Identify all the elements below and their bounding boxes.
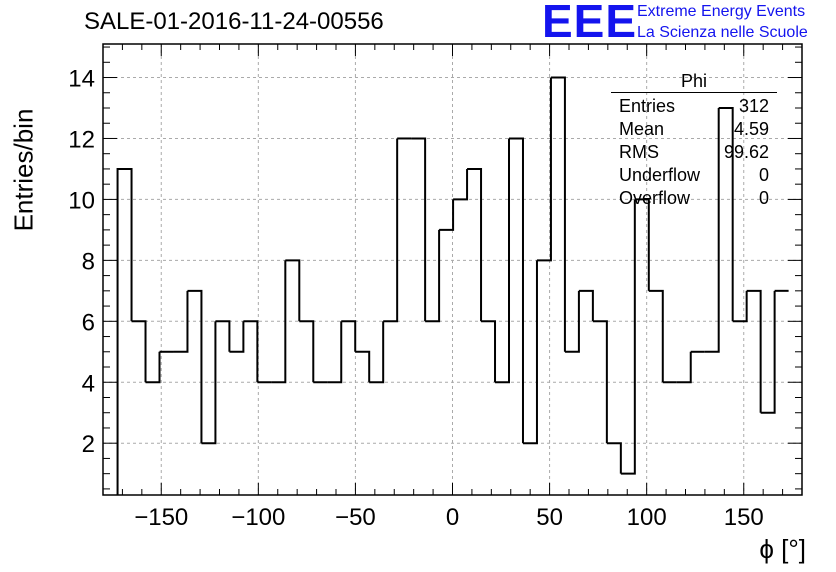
x-tick-label: 100 xyxy=(627,504,667,531)
plot-frame xyxy=(102,43,803,496)
histogram-bin xyxy=(606,442,622,474)
histogram-bin xyxy=(509,137,524,444)
x-tick-label: −50 xyxy=(335,504,376,531)
logo-text-line2: La Scienza nelle Scuole xyxy=(637,24,808,41)
histogram-bin xyxy=(578,289,594,322)
stats-value: 99.62 xyxy=(723,142,769,162)
histogram-bin xyxy=(453,168,469,201)
histogram-bin xyxy=(411,137,427,322)
y-axis-label: Entries/bin xyxy=(8,108,39,232)
histogram-bin xyxy=(522,260,538,445)
stats-box: Phi Entries 312 Mean 4.59 RMS 99.62 Unde… xyxy=(611,70,777,210)
y-tick-label: 4 xyxy=(82,370,95,397)
histogram-bin xyxy=(481,320,497,383)
histogram-bin xyxy=(173,290,189,353)
histogram-bin xyxy=(536,77,552,262)
histogram-bin xyxy=(425,229,441,323)
stats-value: 4.59 xyxy=(733,119,769,139)
histogram-bin xyxy=(131,320,147,383)
y-tick-label: 12 xyxy=(68,126,95,153)
y-tick-label: 8 xyxy=(82,248,95,275)
stats-row-entries: Entries 312 xyxy=(611,95,777,118)
histogram-bin xyxy=(187,289,203,444)
histogram-bin xyxy=(718,106,734,322)
histogram-bin xyxy=(676,351,692,384)
chart-title: SALE-01-2016-11-24-00556 xyxy=(84,8,384,35)
histogram-bin xyxy=(732,290,748,323)
x-tick-label: −150 xyxy=(134,504,188,531)
histogram-bin xyxy=(704,107,720,353)
histogram-bin xyxy=(201,321,217,445)
stats-row-mean: Mean 4.59 xyxy=(611,118,777,141)
logo-text-line1: Extreme Energy Events xyxy=(637,3,806,20)
histogram-bin xyxy=(634,198,650,291)
stats-key: Mean xyxy=(619,119,665,139)
histogram-bin xyxy=(592,320,608,444)
histogram-bin xyxy=(215,320,231,352)
stats-value: 0 xyxy=(758,188,769,208)
y-tick-label: 6 xyxy=(82,309,95,336)
histogram-bin xyxy=(620,199,636,475)
stats-value: 0 xyxy=(758,165,769,185)
histogram-bin xyxy=(383,138,399,323)
histogram-bin xyxy=(746,289,762,413)
stats-row-underflow: Underflow 0 xyxy=(611,164,777,187)
stats-title: Phi xyxy=(680,71,707,91)
histogram-bin xyxy=(564,290,580,353)
stats-row-rms: RMS 99.62 xyxy=(611,141,777,164)
x-tick-label: −100 xyxy=(231,504,285,531)
histogram-bin xyxy=(467,167,483,322)
x-tick-label: 0 xyxy=(446,504,459,531)
histogram-bin xyxy=(271,260,287,384)
stats-key: RMS xyxy=(619,142,659,162)
histogram-bin xyxy=(648,289,664,383)
histogram-bin xyxy=(550,76,566,352)
stats-key: Underflow xyxy=(619,165,701,185)
histogram-bin xyxy=(299,320,315,383)
histogram-bin xyxy=(243,320,259,383)
stats-row-overflow: Overflow 0 xyxy=(611,187,777,210)
eee-logo: EEE xyxy=(542,0,638,47)
histogram-bin xyxy=(495,138,511,384)
x-tick-label: 50 xyxy=(536,504,563,531)
stats-key: Overflow xyxy=(619,188,691,208)
histogram-bin xyxy=(760,290,776,414)
stats-divider xyxy=(611,92,777,93)
y-tick-label: 14 xyxy=(68,66,95,93)
x-tick-label: 150 xyxy=(724,504,764,531)
histogram-bin xyxy=(327,321,343,384)
histogram-bin xyxy=(116,167,133,495)
histogram-bin xyxy=(355,350,371,383)
stats-value: 312 xyxy=(738,96,769,116)
y-axis-label-box: Entries/bin xyxy=(4,108,44,232)
histogram-bin xyxy=(439,199,455,231)
histogram-bin xyxy=(229,321,245,353)
stats-key: Entries xyxy=(619,96,676,116)
histogram-bin xyxy=(145,351,161,384)
x-axis-label: ϕ [°] xyxy=(759,534,806,564)
histogram-bin xyxy=(341,320,357,352)
y-tick-label: 2 xyxy=(82,431,95,458)
histogram-bin xyxy=(285,259,301,322)
y-tick-label: 10 xyxy=(68,187,95,214)
histogram-bin xyxy=(369,321,385,384)
